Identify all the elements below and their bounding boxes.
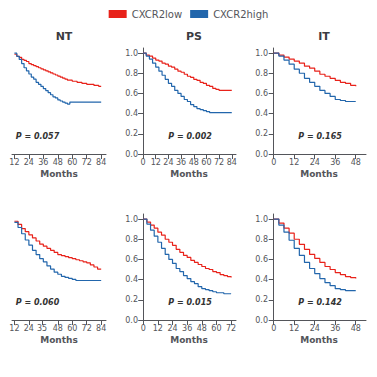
- svg-text:36: 36: [330, 324, 340, 333]
- svg-text:36: 36: [38, 158, 48, 167]
- svg-text:48: 48: [351, 158, 361, 167]
- svg-text:24: 24: [167, 324, 177, 333]
- svg-text:0.4: 0.4: [255, 109, 268, 118]
- svg-text:0.0: 0.0: [255, 150, 268, 159]
- svg-text:48: 48: [197, 324, 207, 333]
- svg-text:60: 60: [211, 324, 221, 333]
- svg-text:72: 72: [82, 324, 92, 333]
- svg-text:Months: Months: [40, 169, 78, 179]
- svg-text:1.0: 1.0: [125, 49, 138, 58]
- svg-text:84: 84: [227, 158, 237, 167]
- svg-text:60: 60: [67, 158, 77, 167]
- svg-text:0.2: 0.2: [125, 295, 138, 304]
- svg-text:24: 24: [24, 158, 34, 167]
- svg-text:0.4: 0.4: [125, 109, 138, 118]
- svg-text:0.2: 0.2: [255, 295, 268, 304]
- svg-text:48: 48: [189, 158, 199, 167]
- svg-text:0.6: 0.6: [255, 89, 268, 98]
- svg-text:60: 60: [67, 324, 77, 333]
- svg-text:0.4: 0.4: [255, 275, 268, 284]
- svg-text:0.4: 0.4: [125, 275, 138, 284]
- svg-text:0.8: 0.8: [125, 69, 138, 78]
- svg-text:0.0: 0.0: [125, 150, 138, 159]
- svg-text:0.6: 0.6: [125, 255, 138, 264]
- svg-text:0: 0: [141, 158, 146, 167]
- svg-text:72: 72: [82, 158, 92, 167]
- svg-text:60: 60: [201, 158, 211, 167]
- svg-text:P = 0.057: P = 0.057: [16, 132, 60, 141]
- svg-text:12: 12: [9, 324, 19, 333]
- svg-text:1.0: 1.0: [255, 49, 268, 58]
- svg-text:Months: Months: [300, 169, 338, 179]
- svg-text:Months: Months: [170, 169, 208, 179]
- svg-text:0.0: 0.0: [125, 316, 138, 325]
- svg-text:72: 72: [226, 324, 236, 333]
- svg-text:P = 0.002: P = 0.002: [168, 132, 212, 141]
- svg-text:48: 48: [351, 324, 361, 333]
- svg-text:0.8: 0.8: [125, 235, 138, 244]
- svg-text:84: 84: [96, 324, 106, 333]
- svg-text:24: 24: [310, 158, 320, 167]
- svg-text:12: 12: [9, 158, 19, 167]
- svg-text:0.8: 0.8: [255, 235, 268, 244]
- svg-text:Months: Months: [170, 335, 208, 345]
- svg-text:P = 0.142: P = 0.142: [298, 298, 342, 307]
- svg-text:P = 0.015: P = 0.015: [168, 298, 212, 307]
- svg-text:0: 0: [271, 158, 276, 167]
- svg-text:12: 12: [151, 158, 161, 167]
- svg-text:48: 48: [53, 158, 63, 167]
- svg-text:48: 48: [53, 324, 63, 333]
- svg-text:CXCR2low: CXCR2low: [132, 9, 182, 20]
- svg-text:IT: IT: [318, 30, 330, 43]
- svg-text:P = 0.165: P = 0.165: [298, 132, 342, 141]
- svg-text:12: 12: [289, 324, 299, 333]
- svg-text:0.2: 0.2: [125, 129, 138, 138]
- svg-text:36: 36: [330, 158, 340, 167]
- svg-text:12: 12: [289, 158, 299, 167]
- svg-text:24: 24: [163, 158, 173, 167]
- svg-text:PS: PS: [186, 30, 202, 43]
- svg-text:1.0: 1.0: [255, 215, 268, 224]
- svg-text:36: 36: [182, 324, 192, 333]
- svg-text:0.6: 0.6: [125, 89, 138, 98]
- svg-text:36: 36: [176, 158, 186, 167]
- svg-text:84: 84: [96, 158, 106, 167]
- svg-text:24: 24: [310, 324, 320, 333]
- svg-text:0: 0: [271, 324, 276, 333]
- svg-text:Months: Months: [300, 335, 338, 345]
- svg-text:NT: NT: [56, 30, 73, 43]
- svg-text:0.8: 0.8: [255, 69, 268, 78]
- svg-text:P = 0.060: P = 0.060: [16, 298, 60, 307]
- svg-text:72: 72: [214, 158, 224, 167]
- svg-text:24: 24: [24, 324, 34, 333]
- svg-text:12: 12: [153, 324, 163, 333]
- svg-text:0.0: 0.0: [255, 316, 268, 325]
- svg-text:1.0: 1.0: [125, 215, 138, 224]
- svg-text:35: 35: [37, 324, 47, 333]
- svg-text:0: 0: [141, 324, 146, 333]
- svg-text:CXCR2high: CXCR2high: [213, 9, 268, 20]
- svg-text:Months: Months: [40, 335, 78, 345]
- svg-text:0.2: 0.2: [255, 129, 268, 138]
- svg-text:0.6: 0.6: [255, 255, 268, 264]
